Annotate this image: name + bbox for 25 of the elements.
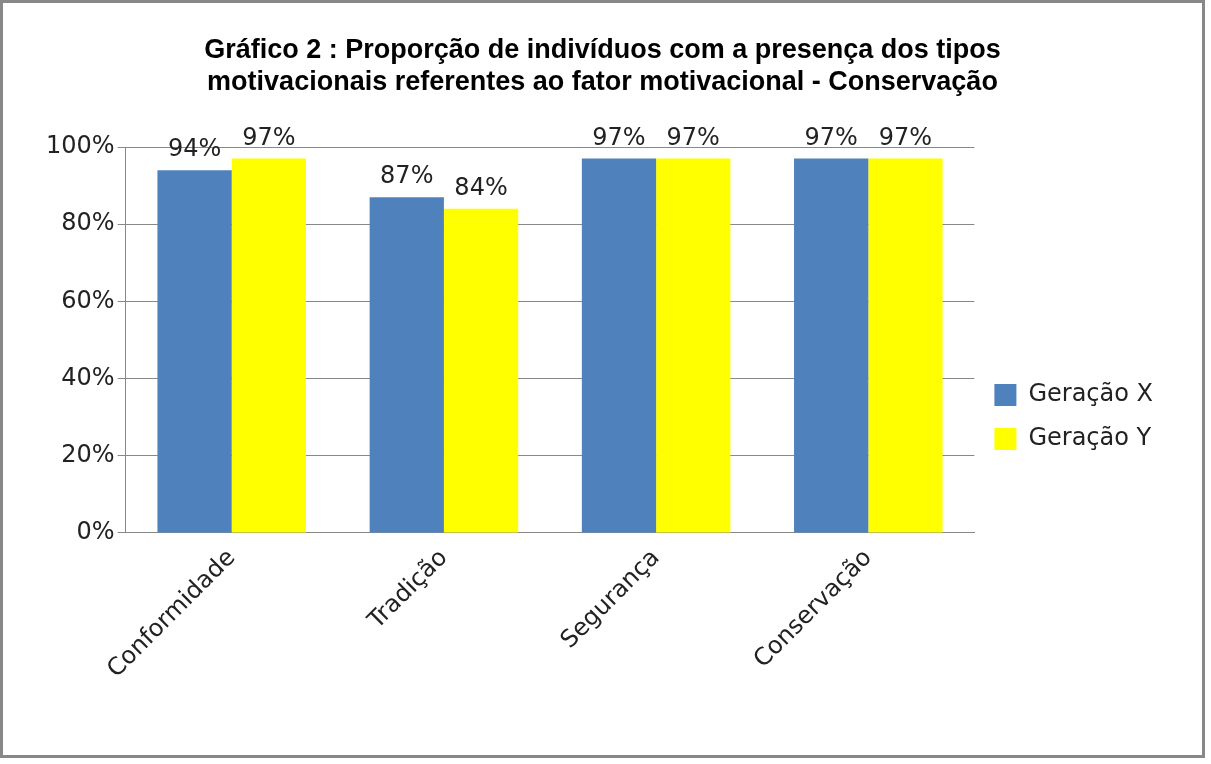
y-tick-label: 100%	[45, 131, 115, 160]
data-label: 97%	[804, 122, 858, 151]
bar	[369, 197, 444, 533]
data-label: 94%	[167, 134, 222, 163]
bar	[656, 158, 731, 533]
data-label: 97%	[666, 122, 720, 151]
y-tick-label: 60%	[61, 285, 115, 314]
data-label: 84%	[454, 172, 508, 201]
y-tick-label: 20%	[61, 440, 115, 469]
legend-label: Geração X	[1028, 379, 1153, 408]
bar	[157, 170, 232, 533]
y-tick-label: 0%	[76, 517, 115, 546]
y-tick-label: 40%	[61, 362, 115, 391]
chart-title: Gráfico 2 : Proporção de indivíduos com a presença dos tipos motivacionais referentes ao fator motivacional - Conservação	[203, 33, 1002, 97]
bar	[868, 158, 943, 533]
data-label: 97%	[878, 122, 933, 151]
bar	[581, 158, 657, 533]
bar	[231, 158, 306, 533]
data-label: 97%	[242, 122, 296, 151]
bar	[443, 208, 519, 533]
bar	[794, 158, 869, 533]
data-label: 97%	[592, 122, 646, 151]
legend-label: Geração Y	[1028, 423, 1152, 452]
y-tick-label: 80%	[61, 208, 115, 237]
data-label: 87%	[380, 161, 434, 190]
